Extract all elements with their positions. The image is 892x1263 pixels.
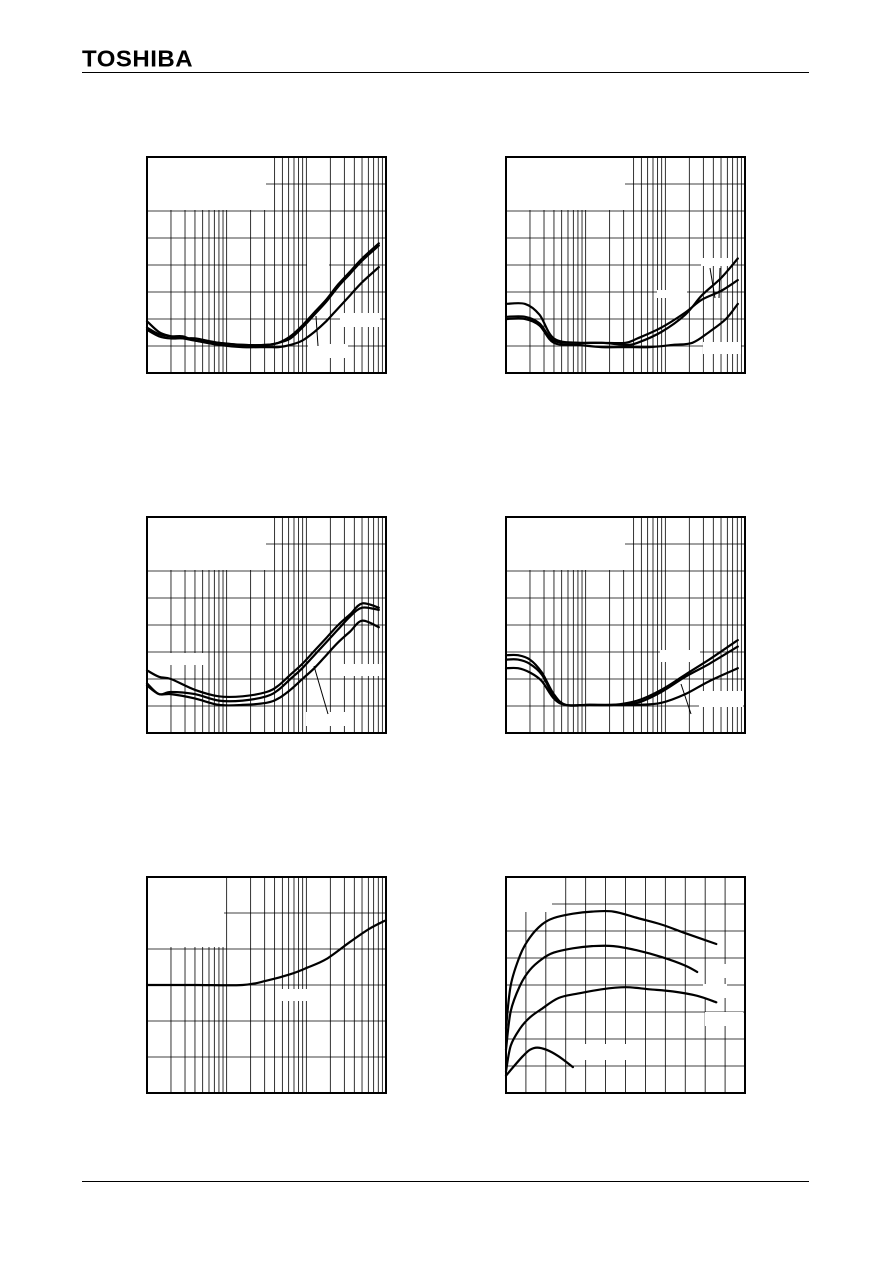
- chart-1-label-area-1: [307, 264, 329, 270]
- chart-1-label-area-2: [340, 313, 380, 327]
- chart-2-callout-line-1: [709, 267, 716, 299]
- chart-4-label-area-2: [699, 691, 743, 707]
- chart-3-label-area-3: [306, 712, 350, 726]
- chart-2-series-3: [504, 302, 739, 349]
- chart-6-label-area-3: [705, 1012, 743, 1026]
- chart-5-series: [145, 919, 388, 987]
- chart-3-legend-area: [147, 517, 266, 570]
- chart-5-series-1: [145, 919, 388, 987]
- chart-3-series-3: [145, 619, 380, 707]
- chart-6-label-area-1: [719, 964, 743, 978]
- chart-1-label-area-3: [308, 344, 348, 358]
- chart-2-label-area-3: [703, 342, 741, 354]
- chart-2-series-2: [504, 257, 739, 346]
- chart-3-label-area-2: [338, 664, 382, 676]
- chart-2-label-area-1: [701, 258, 731, 266]
- chart-5-legend-area: [147, 877, 224, 947]
- chart-1-callout-line: [315, 315, 319, 347]
- chart-1-series-2: [145, 244, 380, 347]
- chart-2-series-1: [504, 279, 739, 345]
- chart-2: [504, 156, 746, 374]
- chart-4-label-area-1: [660, 650, 700, 662]
- chart-2-legend-area: [506, 157, 625, 210]
- chart-1-legend-area: [147, 157, 266, 210]
- chart-6-series: [504, 909, 718, 1077]
- chart-6-series-2: [504, 944, 699, 1051]
- chart-6-legend-area: [506, 877, 552, 912]
- chart-6-series-4: [504, 1046, 574, 1077]
- brand-logo: TOSHIBA: [82, 46, 194, 73]
- chart-6-label-area-4: [583, 1044, 633, 1060]
- chart-3-series-1: [145, 602, 380, 699]
- chart-6-series-1: [504, 909, 718, 1030]
- chart-4-series: [504, 639, 739, 707]
- chart-4-series-3: [504, 666, 739, 707]
- chart-1-series: [145, 242, 380, 349]
- chart-2-label-area-2: [657, 290, 687, 298]
- chart-3-frame: [146, 516, 387, 734]
- footer-rule: [82, 1181, 809, 1182]
- chart-2-series: [504, 257, 739, 349]
- chart-3: [145, 516, 387, 734]
- chart-5: [145, 876, 388, 1094]
- chart-6-frame: [505, 876, 746, 1094]
- chart-4-frame: [505, 516, 746, 734]
- chart-4-legend-area: [506, 517, 625, 570]
- chart-1-frame: [146, 156, 387, 374]
- chart-2-frame: [505, 156, 746, 374]
- chart-4-callout-line: [680, 683, 692, 715]
- chart-3-series: [145, 602, 380, 707]
- chart-3-series-2: [145, 606, 380, 703]
- header-rule: [82, 72, 809, 73]
- chart-1: [145, 156, 387, 374]
- chart-1-series-3: [145, 266, 380, 349]
- chart-6-label-area-2: [703, 984, 727, 998]
- chart-2-callout-line-2: [718, 267, 721, 299]
- chart-6-series-3: [504, 986, 718, 1073]
- chart-5-frame: [146, 876, 387, 1094]
- chart-4: [504, 516, 746, 734]
- chart-5-label-area-1: [278, 989, 312, 1001]
- chart-3-label-area-1: [162, 653, 204, 665]
- chart-3-callout-line: [313, 665, 329, 715]
- chart-6: [504, 876, 746, 1094]
